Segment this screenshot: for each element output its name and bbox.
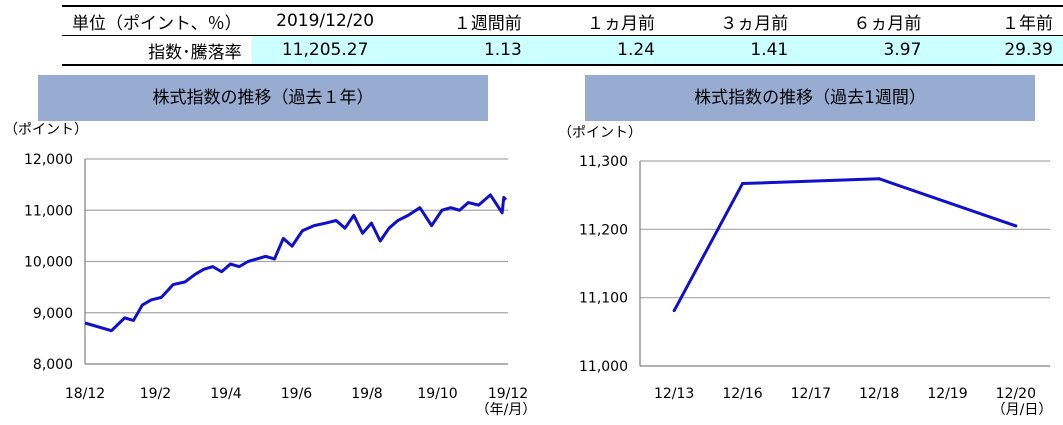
chart2-x-tick-label: 12/16 xyxy=(722,386,762,402)
table-header-1year: １年前 xyxy=(931,5,1063,36)
chart2-y-tick-label: 11,000 xyxy=(579,359,628,375)
chart1-x-tick-label: 19/12 xyxy=(488,386,528,402)
chart2-x-unit: （月/日） xyxy=(992,402,1053,418)
chart1-y-tick-label: 10,000 xyxy=(24,255,73,271)
chart2-x-tick-label: 12/17 xyxy=(791,386,831,402)
chart2-data-point xyxy=(741,182,744,186)
chart1-y-tick-label: 12,000 xyxy=(24,152,73,168)
chart2-series-line xyxy=(672,177,1017,312)
chart1-title: 株式指数の推移（過去１年） xyxy=(38,75,488,121)
chart2-data-point xyxy=(1014,224,1018,228)
table-cell-1month: 1.24 xyxy=(531,35,665,66)
chart1-y-tick-label: 8,000 xyxy=(33,357,73,373)
table-header-3month: ３ヵ月前 xyxy=(665,5,799,36)
chart1-y-tick-label: 11,000 xyxy=(24,203,73,219)
chart1-x-tick-label: 19/10 xyxy=(417,386,457,402)
table-cell-3month: 1.41 xyxy=(665,35,799,66)
chart1-unit-label: （ポイント） xyxy=(4,122,88,138)
chart2-y-tick-label: 11,200 xyxy=(579,222,628,238)
chart1-x-tick-label: 19/2 xyxy=(140,386,171,402)
table-cell-index: 11,205.27 xyxy=(251,35,399,66)
chart1-x-tick-label: 19/4 xyxy=(210,386,242,402)
table-header-date: 2019/12/20 xyxy=(251,5,399,36)
table-header-unit: 単位（ポイント、％） xyxy=(62,5,252,36)
table-cell-6month: 3.97 xyxy=(798,35,932,66)
chart2-title: 株式指数の推移（過去1週間） xyxy=(585,75,1035,121)
chart1-y-tick-label: 9,000 xyxy=(33,306,73,322)
chart1-x-tick-label: 19/8 xyxy=(351,386,382,402)
table-header-1month: １ヵ月前 xyxy=(531,5,665,36)
chart1-x-tick-label: 18/12 xyxy=(65,386,105,402)
table-header-1week: １週間前 xyxy=(398,5,532,36)
chart2-x-tick-label: 12/20 xyxy=(996,386,1036,402)
table-row-label: 指数･騰落率 xyxy=(62,35,252,66)
table-cell-1year: 29.39 xyxy=(931,35,1063,66)
chart2-x-tick-label: 12/18 xyxy=(859,386,899,402)
table-row: 指数･騰落率 11,205.27 1.13 1.24 1.41 3.97 29.… xyxy=(62,35,1063,66)
chart2-y-tick-label: 11,300 xyxy=(579,154,628,170)
summary-table: 単位（ポイント、％） 2019/12/20 １週間前 １ヵ月前 ３ヵ月前 ６ヵ月… xyxy=(62,5,1063,66)
chart2-data-point xyxy=(877,177,881,181)
table-cell-1week: 1.13 xyxy=(398,35,532,66)
chart2-data-point xyxy=(672,309,676,313)
chart1-x-unit: （年/月） xyxy=(476,402,537,418)
chart1-x-tick-label: 19/6 xyxy=(281,386,313,402)
chart2-x-tick-label: 12/13 xyxy=(654,386,694,402)
chart1-series-line xyxy=(84,193,508,333)
table-header-row: 単位（ポイント、％） 2019/12/20 １週間前 １ヵ月前 ３ヵ月前 ６ヵ月… xyxy=(62,5,1063,36)
chart2-unit-label: （ポイント） xyxy=(558,125,642,141)
chart2-x-tick-label: 12/19 xyxy=(927,386,967,402)
chart2-y-tick-label: 11,100 xyxy=(579,291,628,307)
table-header-6month: ６ヵ月前 xyxy=(798,5,932,36)
